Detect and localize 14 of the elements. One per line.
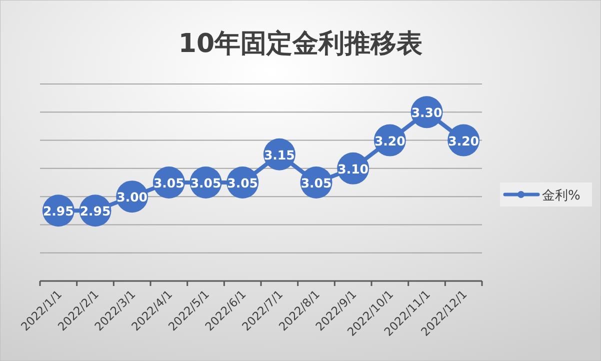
data-label: 3.05 bbox=[227, 176, 258, 190]
data-label: 2.95 bbox=[80, 204, 111, 219]
data-label: 3.05 bbox=[153, 176, 184, 190]
data-label: 3.10 bbox=[338, 161, 369, 176]
data-label: 3.05 bbox=[300, 176, 332, 190]
data-label: 3.30 bbox=[411, 105, 442, 120]
chart-title: 10年固定金利推移表 bbox=[178, 29, 423, 59]
data-label: 3.15 bbox=[264, 147, 295, 162]
data-label: 3.05 bbox=[190, 176, 222, 190]
data-label: 3.00 bbox=[116, 190, 148, 205]
data-label: 2.95 bbox=[42, 204, 74, 219]
data-label: 3.20 bbox=[448, 133, 480, 148]
data-label: 3.20 bbox=[374, 133, 406, 148]
legend-label: 金利% bbox=[542, 188, 580, 204]
